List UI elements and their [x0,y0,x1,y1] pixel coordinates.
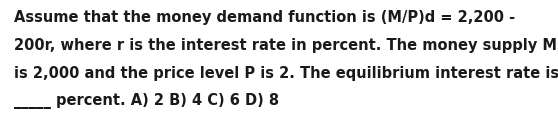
Text: _____ percent. A) 2 B) 4 C) 6 D) 8: _____ percent. A) 2 B) 4 C) 6 D) 8 [14,93,279,109]
Text: 200r, where r is the interest rate in percent. The money supply M: 200r, where r is the interest rate in pe… [14,38,557,53]
Text: is 2,000 and the price level P is 2. The equilibrium interest rate is: is 2,000 and the price level P is 2. The… [14,66,558,81]
Text: Assume that the money demand function is (M/P)d = 2,200 -: Assume that the money demand function is… [14,10,515,25]
